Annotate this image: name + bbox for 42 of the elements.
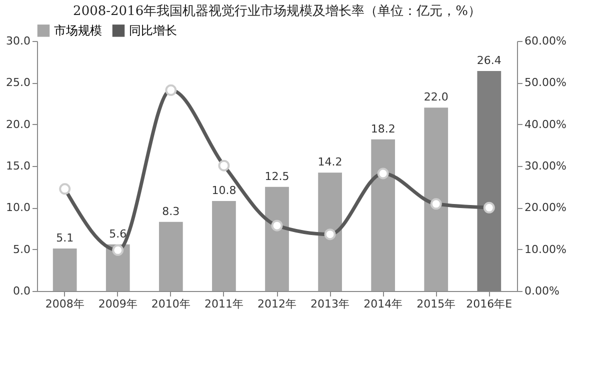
chart-title: 2008-2016年我国机器视觉行业市场规模及增长率（单位：亿元，%）	[73, 3, 481, 19]
x-tick-label: 2008年	[45, 298, 84, 310]
data-label: 8.3	[162, 204, 180, 218]
data-label: 22.0	[424, 90, 448, 104]
bar	[158, 222, 183, 291]
x-tick-label: 2013年	[310, 298, 350, 310]
y2-tick-label: 60.00%	[524, 34, 566, 48]
y-tick-label: 15.0	[6, 160, 30, 172]
data-label: 14.2	[318, 156, 342, 169]
y-tick-label: 25.0	[6, 76, 30, 90]
bar	[212, 201, 236, 291]
data-label: 12.5	[264, 170, 290, 183]
x-tick-label: 2014年	[364, 298, 403, 310]
bar	[424, 108, 448, 291]
data-label: 18.2	[370, 122, 396, 136]
y2-tick-label: 0.00%	[524, 284, 560, 298]
x-tick-label: 2012年	[258, 298, 296, 310]
y-tick-label: 10.0	[6, 201, 30, 214]
data-label: 5.6	[109, 227, 127, 240]
bar	[318, 172, 342, 291]
x-tick-label: 2011年	[204, 298, 244, 310]
y-tick-label: 0.0	[13, 284, 30, 298]
x-tick-label: 2016年E	[466, 298, 512, 310]
bar	[371, 139, 396, 291]
bar	[265, 186, 289, 291]
x-tick-label: 2009年	[98, 298, 138, 310]
data-label: 26.4	[476, 54, 502, 67]
x-tick-label: 2010年	[151, 298, 190, 310]
y2-tick-label: 30.00%	[524, 160, 566, 172]
x-tick-label: 2015年	[416, 298, 456, 310]
y-tick-label: 5.0	[13, 242, 30, 256]
y2-tick-label: 40.00%	[524, 118, 566, 131]
legend-label: 市场规模	[54, 24, 102, 38]
y2-tick-label: 50.00%	[524, 76, 566, 90]
legend-label: 同比增长	[129, 24, 177, 38]
y-tick-label: 30.0	[6, 34, 30, 48]
y-tick-label: 20.0	[6, 118, 30, 131]
y2-tick-label: 20.00%	[524, 201, 566, 214]
y2-tick-label: 10.00%	[524, 242, 566, 256]
data-label: 10.8	[212, 184, 236, 197]
bar	[52, 248, 77, 291]
data-label: 5.1	[56, 232, 74, 244]
